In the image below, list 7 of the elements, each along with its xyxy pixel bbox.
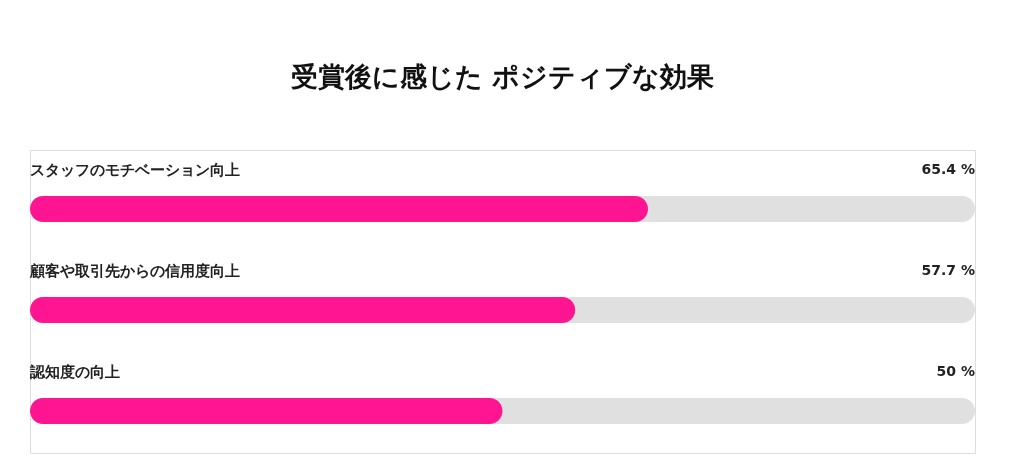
data-label: 50 %: [936, 363, 975, 379]
y-tick-label: スタッフのモチベーション向上: [30, 161, 240, 179]
data-label: 57.7 %: [921, 262, 975, 278]
chart-title: 受賞後に感じた ポジティブな効果: [290, 61, 715, 92]
data-label: 65.4 %: [921, 161, 975, 177]
y-tick-label: 顧客や取引先からの信用度向上: [29, 262, 240, 280]
y-tick-label: 認知度の向上: [29, 363, 120, 381]
